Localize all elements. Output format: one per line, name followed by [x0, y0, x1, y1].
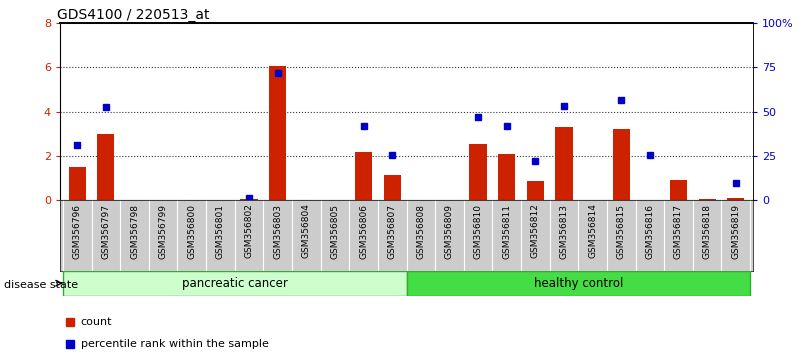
Text: GSM356812: GSM356812 — [531, 204, 540, 258]
Text: GSM356819: GSM356819 — [731, 204, 740, 258]
Text: GSM356811: GSM356811 — [502, 204, 511, 258]
Bar — [698, 199, 716, 200]
Text: GSM356814: GSM356814 — [588, 204, 597, 258]
Bar — [269, 66, 286, 200]
Text: GSM356806: GSM356806 — [359, 204, 368, 258]
Text: GSM356798: GSM356798 — [130, 204, 139, 258]
Bar — [613, 129, 630, 200]
Text: GSM356815: GSM356815 — [617, 204, 626, 258]
Text: healthy control: healthy control — [533, 277, 623, 290]
Text: pancreatic cancer: pancreatic cancer — [182, 277, 288, 290]
Text: GDS4100 / 220513_at: GDS4100 / 220513_at — [57, 8, 209, 22]
Bar — [355, 153, 372, 200]
Bar — [69, 167, 86, 200]
Bar — [406, 271, 750, 296]
Text: GSM356802: GSM356802 — [244, 204, 254, 258]
Text: GSM356797: GSM356797 — [102, 204, 111, 258]
Bar — [469, 144, 487, 200]
Text: GSM356796: GSM356796 — [73, 204, 82, 258]
Text: GSM356807: GSM356807 — [388, 204, 396, 258]
Bar — [240, 199, 258, 200]
Text: GSM356813: GSM356813 — [559, 204, 569, 258]
Text: GSM356801: GSM356801 — [216, 204, 225, 258]
Text: percentile rank within the sample: percentile rank within the sample — [81, 339, 269, 349]
Text: GSM356804: GSM356804 — [302, 204, 311, 258]
Text: GSM356817: GSM356817 — [674, 204, 683, 258]
Text: count: count — [81, 317, 112, 327]
Text: GSM356818: GSM356818 — [702, 204, 711, 258]
Text: disease state: disease state — [4, 280, 78, 290]
Bar — [384, 175, 400, 200]
Bar — [555, 127, 573, 200]
Bar — [63, 271, 406, 296]
Bar — [670, 180, 687, 200]
Text: GSM356803: GSM356803 — [273, 204, 282, 258]
Text: GSM356800: GSM356800 — [187, 204, 196, 258]
Text: GSM356808: GSM356808 — [417, 204, 425, 258]
Text: GSM356805: GSM356805 — [331, 204, 340, 258]
Bar — [97, 133, 115, 200]
Bar — [727, 198, 744, 200]
Text: GSM356816: GSM356816 — [646, 204, 654, 258]
Text: GSM356799: GSM356799 — [159, 204, 167, 258]
Text: GSM356809: GSM356809 — [445, 204, 454, 258]
Bar — [498, 154, 515, 200]
Bar — [527, 181, 544, 200]
Text: GSM356810: GSM356810 — [473, 204, 482, 258]
